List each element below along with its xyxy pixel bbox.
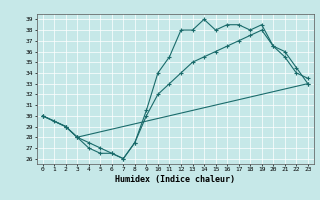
X-axis label: Humidex (Indice chaleur): Humidex (Indice chaleur): [115, 175, 235, 184]
